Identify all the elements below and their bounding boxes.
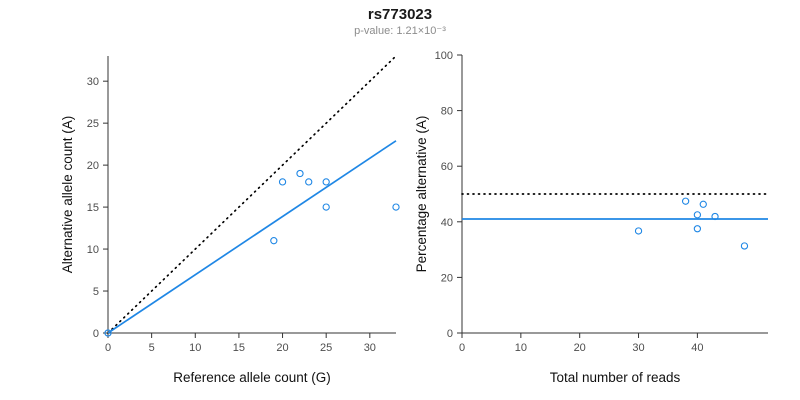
data-point — [699, 200, 707, 208]
x-tick-label: 20 — [276, 342, 288, 354]
allele-count-scatter-chart: 0 5 10 15 20 25 30 0 5 10 15 20 25 30 Reference allele… — [60, 55, 400, 385]
charts-row: 0 5 10 15 20 25 30 0 5 10 15 20 25 30 Reference allele… — [8, 44, 798, 396]
percentage-scatter-chart: 0 10 20 30 40 0 20 40 60 80 100 Total number of rea… — [414, 50, 769, 385]
data-point — [270, 237, 278, 245]
identity-line — [107, 55, 397, 334]
y-axis-title: Percentage alternative (A) — [414, 116, 429, 273]
y-tick-label: 100 — [435, 50, 453, 62]
data-point — [322, 203, 330, 211]
y-tick-label: 30 — [87, 76, 99, 88]
figure-subtitle: p-value: 1.21×10⁻³ — [354, 25, 446, 37]
x-tick-label: 30 — [364, 342, 376, 354]
y-tick-label: 0 — [93, 328, 99, 340]
data-point — [693, 211, 702, 219]
fit-line — [107, 140, 397, 334]
figure-header: rs773023 p-value: 1.21×10⁻³ — [0, 6, 800, 38]
data-point — [278, 178, 287, 186]
data-point — [693, 225, 702, 233]
figure-title: rs773023 — [367, 6, 433, 23]
x-axis-title: Total number of reads — [550, 370, 681, 385]
y-tick-label: 20 — [87, 160, 99, 172]
data-point — [740, 242, 749, 250]
x-axis-title: Reference allele count (G) — [173, 370, 331, 385]
y-tick-label: 60 — [441, 161, 453, 173]
data-point — [634, 227, 643, 235]
data-point — [322, 178, 330, 186]
x-tick-label: 5 — [149, 342, 155, 354]
x-tick-label: 15 — [233, 342, 245, 354]
x-tick-label: 25 — [320, 342, 332, 354]
data-point — [392, 203, 400, 211]
y-tick-label: 5 — [93, 286, 99, 298]
x-tick-label: 20 — [574, 342, 586, 354]
data-point — [104, 329, 112, 337]
x-tick-label: 0 — [105, 342, 111, 354]
data-point — [681, 197, 690, 205]
y-tick-label: 80 — [441, 106, 453, 118]
y-tick-label: 40 — [441, 217, 453, 229]
data-point — [296, 169, 304, 178]
y-tick-label: 15 — [87, 202, 99, 214]
x-tick-label: 10 — [515, 342, 527, 354]
x-tick-label: 30 — [632, 342, 644, 354]
x-tick-label: 40 — [691, 342, 703, 354]
y-tick-label: 10 — [87, 244, 99, 256]
y-tick-label: 25 — [87, 118, 99, 130]
data-point — [305, 178, 313, 186]
y-tick-label: 20 — [441, 272, 453, 284]
data-point — [711, 212, 719, 221]
y-axis-title: Alternative allele count (A) — [60, 116, 75, 274]
x-tick-label: 0 — [459, 342, 465, 354]
y-tick-label: 0 — [447, 328, 453, 340]
x-tick-label: 10 — [189, 342, 201, 354]
